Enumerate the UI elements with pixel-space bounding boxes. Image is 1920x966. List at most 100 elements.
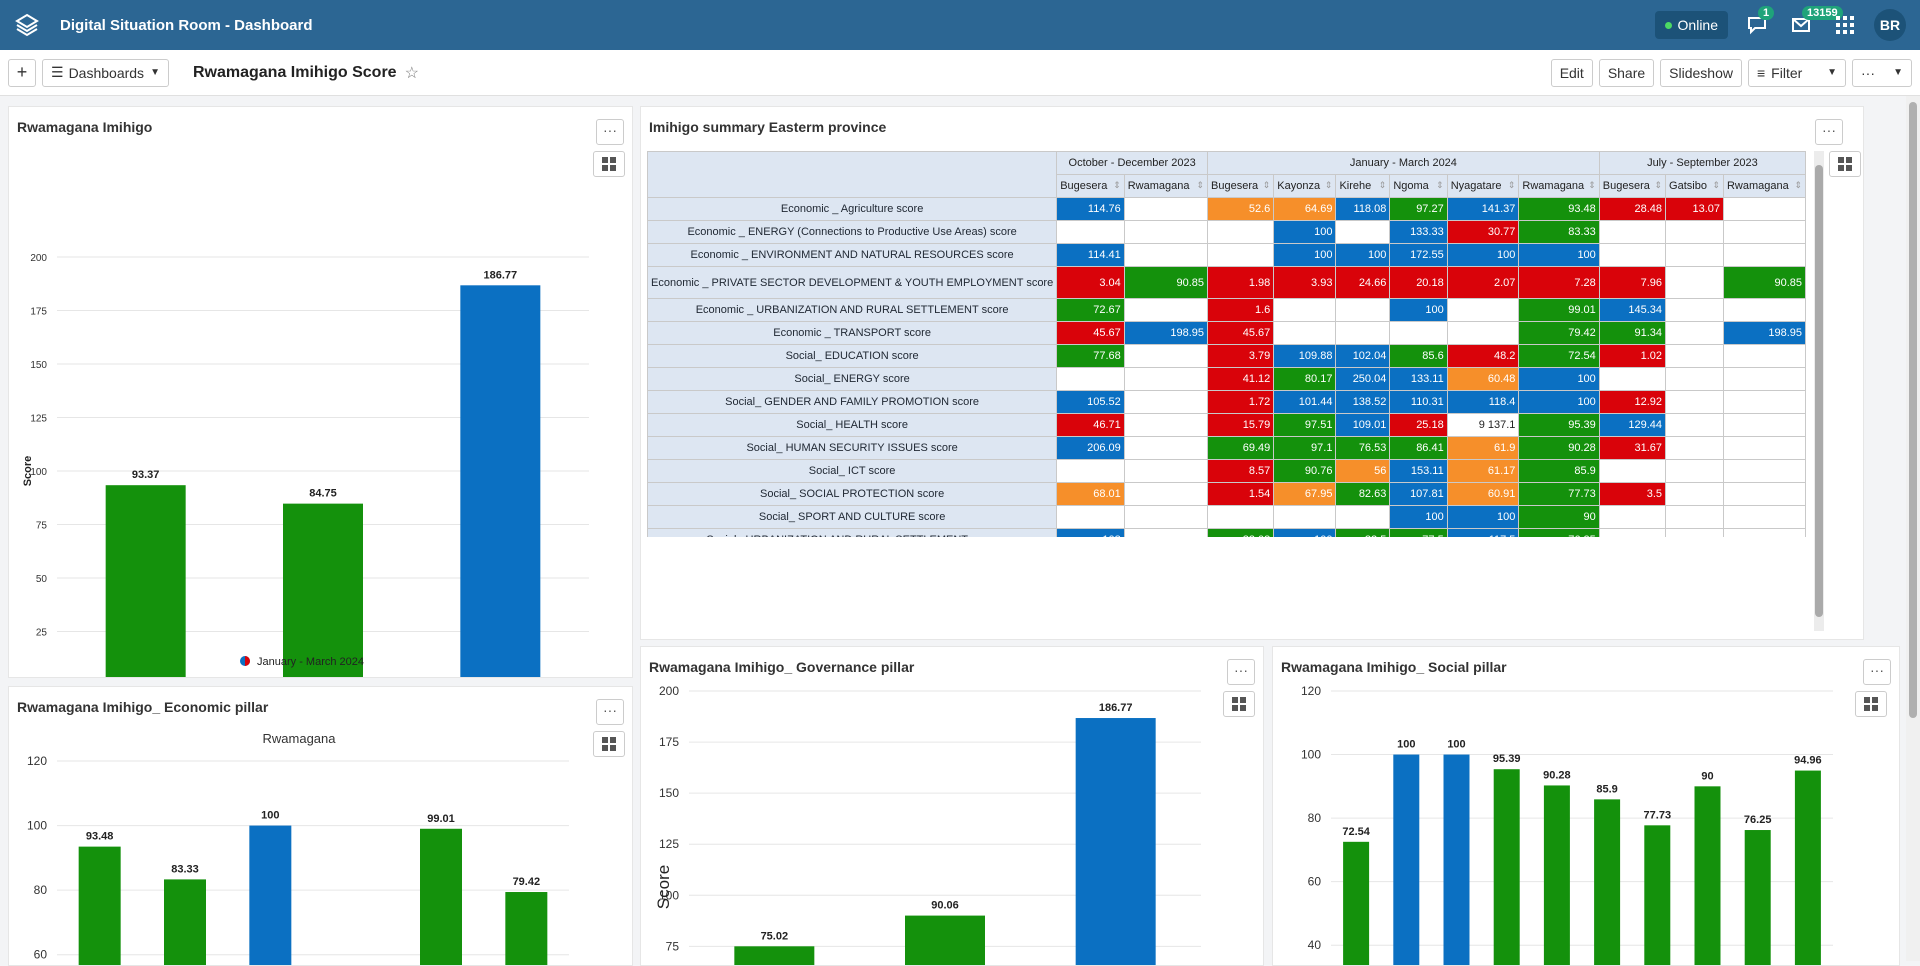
sort-icon[interactable]: ⇕ [1588,180,1596,190]
score-cell: 45.67 [1207,321,1275,345]
chart-economic-pillar: 60 80 100 120 93.48 83.33 100 99.01 79.42 Rwamaga… [27,731,569,965]
messages-button[interactable]: 1 [1742,6,1775,40]
star-icon[interactable]: ☆ [404,64,419,82]
online-label: Online [1677,17,1718,33]
score-cell: 24.66 [1335,266,1391,299]
y-axis-title: Score [654,865,673,909]
score-cell: 7.96 [1598,266,1667,299]
apps-menu-button[interactable] [1830,10,1860,40]
score-cell: 97.51 [1273,413,1337,437]
sort-icon[interactable]: ⇕ [1324,180,1333,190]
district-column-header[interactable]: Nyagatare ⇕ [1446,174,1520,198]
score-cell: 93.48 [1518,197,1600,221]
sort-icon[interactable]: ⇕ [1262,180,1271,190]
score-cell: 100 [1389,505,1448,529]
bar-value-label: 77.73 [1644,809,1672,821]
score-cell [1722,390,1806,414]
y-tick-label: 150 [659,786,679,800]
add-dashboard-button[interactable]: + [8,58,36,87]
score-cell: 100 [1273,243,1337,267]
panel-menu-button[interactable]: ··· [596,699,624,725]
view-toggle-button[interactable] [593,731,625,757]
score-cell: 100 [1518,243,1600,267]
district-column-header[interactable]: Kirehe ⇕ [1335,174,1391,198]
district-column-header[interactable]: Bugesera ⇕ [1207,174,1275,198]
slideshow-button[interactable]: Slideshow [1660,58,1742,87]
sort-icon[interactable]: ⇕ [1196,180,1205,190]
sort-icon[interactable]: ⇕ [1507,180,1516,190]
district-column-header[interactable]: Rwamagana ⇕ [1518,174,1600,198]
sort-icon[interactable]: ⇕ [1794,180,1802,190]
score-cell: 2.07 [1446,266,1520,299]
page-scrollbar[interactable] [1906,96,1920,961]
sort-icon[interactable]: ⇕ [1436,180,1444,190]
column-header-label: Bugesera [1211,180,1259,192]
row-label-cell: Economic _ PRIVATE SECTOR DEVELOPMENT & … [647,266,1058,299]
view-toggle-button[interactable] [1223,691,1255,717]
district-column-header[interactable]: Gatsibo ⇕ [1665,174,1724,198]
sort-icon[interactable]: ⇕ [1378,180,1387,190]
table-row: Economic _ Agriculture score 114.76 52.6 64… [647,197,1806,221]
panel-menu-button[interactable]: ··· [1815,119,1843,145]
bar [1644,825,1671,965]
grid-view-icon [602,157,616,171]
score-cell: 64.69 [1273,197,1337,221]
table-row: Social_ ENERGY score 41.12 80.17 250.04 133.… [647,367,1806,391]
sort-icon[interactable]: ⇕ [1712,180,1720,190]
score-cell [1335,321,1391,345]
more-actions-button[interactable]: ··· ▼ [1852,58,1912,87]
bar-value-label: 93.48 [86,831,114,843]
panel-menu-button[interactable]: ··· [1863,659,1891,685]
scrollbar-thumb[interactable] [1815,165,1823,617]
page-scrollbar-thumb[interactable] [1909,102,1917,718]
district-column-header[interactable]: Bugesera ⇕ [1598,174,1667,198]
share-button[interactable]: Share [1598,58,1655,87]
score-cell [1665,459,1724,483]
panel-menu-button[interactable]: ··· [596,119,624,145]
score-cell: 77.68 [1056,344,1125,368]
district-column-header[interactable]: Rwamagana ⇕ [1722,174,1806,198]
district-column-header[interactable]: Rwamagana ⇕ [1123,174,1209,198]
row-label-cell: Social_ URBANIZATION AND RURAL SETTLEMEN… [647,528,1058,537]
view-toggle-button[interactable] [1855,691,1887,717]
row-label-cell: Social_ EDUCATION score [647,344,1058,368]
panel-menu-button[interactable]: ··· [1227,659,1255,685]
score-cell: 82.63 [1335,482,1391,506]
score-cell: 129.44 [1598,413,1667,437]
district-column-header[interactable]: Ngoma ⇕ [1389,174,1448,198]
district-column-header[interactable]: Kayonza ⇕ [1273,174,1337,198]
bar-value-label: 100 [261,810,279,822]
table-scrollbar[interactable] [1814,151,1824,631]
y-tick-label: 50 [36,574,48,585]
view-toggle-button[interactable] [593,151,625,177]
notifications-button[interactable]: 13159 [1786,6,1843,40]
bar [283,503,363,677]
score-cell: 250.04 [1335,367,1391,391]
sort-icon[interactable]: ⇕ [1654,180,1663,190]
sort-icon[interactable]: ⇕ [1113,180,1121,190]
score-cell: 69.49 [1207,436,1275,460]
score-cell [1056,367,1125,391]
score-cell [1056,505,1125,529]
score-cell: 61.9 [1446,436,1520,460]
view-toggle-button[interactable] [1829,151,1861,177]
app-logo-icon[interactable] [14,12,40,38]
bar [1393,754,1420,965]
district-column-header[interactable]: Bugesera ⇕ [1056,174,1125,198]
user-avatar[interactable]: BR [1874,9,1906,41]
score-cell [1665,266,1724,299]
dashboards-menu-button[interactable]: ☰ Dashboards ▼ [42,58,169,87]
panel-social-pillar: Rwamagana Imihigo_ Social pillar ··· 40 6… [1272,646,1900,966]
column-header-label: Rwamagana [1522,180,1585,192]
chart-rwamagana-imihigo: 025507510012515017520093.37Economic _Imi… [22,253,589,677]
filter-button[interactable]: ≡ Filter ▼ [1748,58,1846,87]
score-cell [1722,482,1806,506]
score-cell [1273,298,1337,322]
y-tick-label: 100 [27,819,47,833]
y-tick-label: 125 [30,414,47,425]
apps-grid-icon [1836,16,1854,34]
bar-value-label: 186.77 [1099,702,1133,714]
edit-button[interactable]: Edit [1550,58,1593,87]
y-tick-label: 100 [30,467,47,478]
score-cell [1056,220,1125,244]
